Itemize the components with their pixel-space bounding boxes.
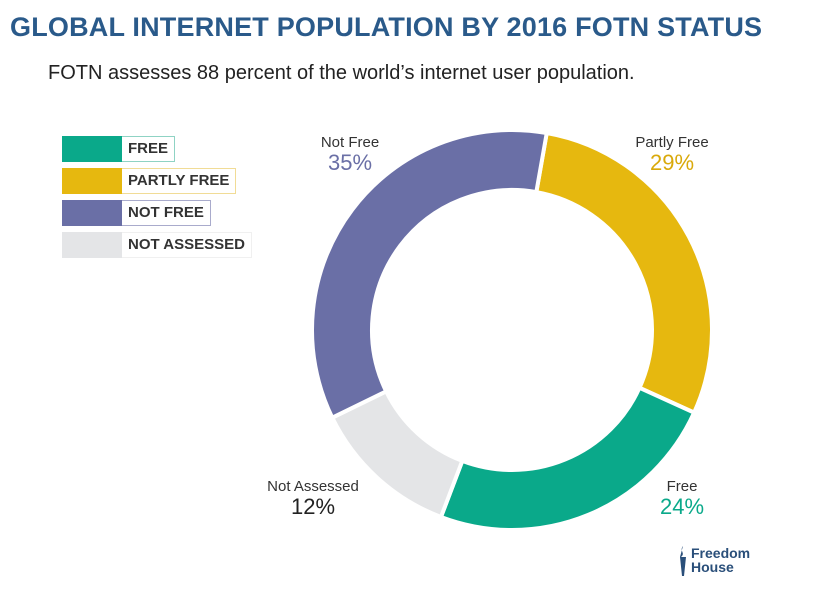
chart-title: GLOBAL INTERNET POPULATION BY 2016 FOTN … (10, 12, 763, 42)
freedom-house-logo: Freedom House (678, 546, 750, 576)
legend-item-partly-free: PARTLY FREE (62, 168, 237, 194)
slice-name: Free (666, 478, 698, 495)
slice-percent: 35% (327, 150, 373, 175)
chart-subtitle: FOTN assesses 88 percent of the world’s … (48, 62, 635, 84)
slice-name: Not Free (320, 134, 380, 151)
legend-swatch (62, 232, 122, 258)
logo-line2: House (691, 559, 734, 575)
logo-line1: Freedom (691, 545, 751, 561)
legend-swatch (62, 200, 122, 226)
slice-percent: 24% (659, 494, 705, 519)
slice-label-not-free: Not Free 35% (300, 134, 400, 175)
slice-label-not-assessed: Not Assessed 12% (253, 478, 373, 519)
slice-percent: 12% (290, 494, 336, 519)
slice-name: Not Assessed (267, 478, 359, 495)
legend-label: NOT ASSESSED (122, 232, 252, 258)
slice-label-free: Free 24% (632, 478, 732, 519)
legend-item-not-assessed: NOT ASSESSED (62, 232, 252, 258)
legend-swatch (62, 136, 122, 162)
slice-label-partly-free: Partly Free 29% (622, 134, 722, 175)
torch-icon (680, 546, 686, 576)
legend-item-not-free: NOT FREE (62, 200, 211, 226)
legend-swatch (62, 168, 122, 194)
legend-label: PARTLY FREE (122, 168, 237, 194)
slice-name: Partly Free (635, 134, 709, 151)
legend-label: NOT FREE (122, 200, 211, 226)
slice-partly-free (533, 130, 714, 416)
slice-percent: 29% (649, 150, 695, 175)
slice-not-free (310, 128, 550, 421)
legend-item-free: FREE (62, 136, 176, 162)
legend-label: FREE (122, 136, 176, 162)
